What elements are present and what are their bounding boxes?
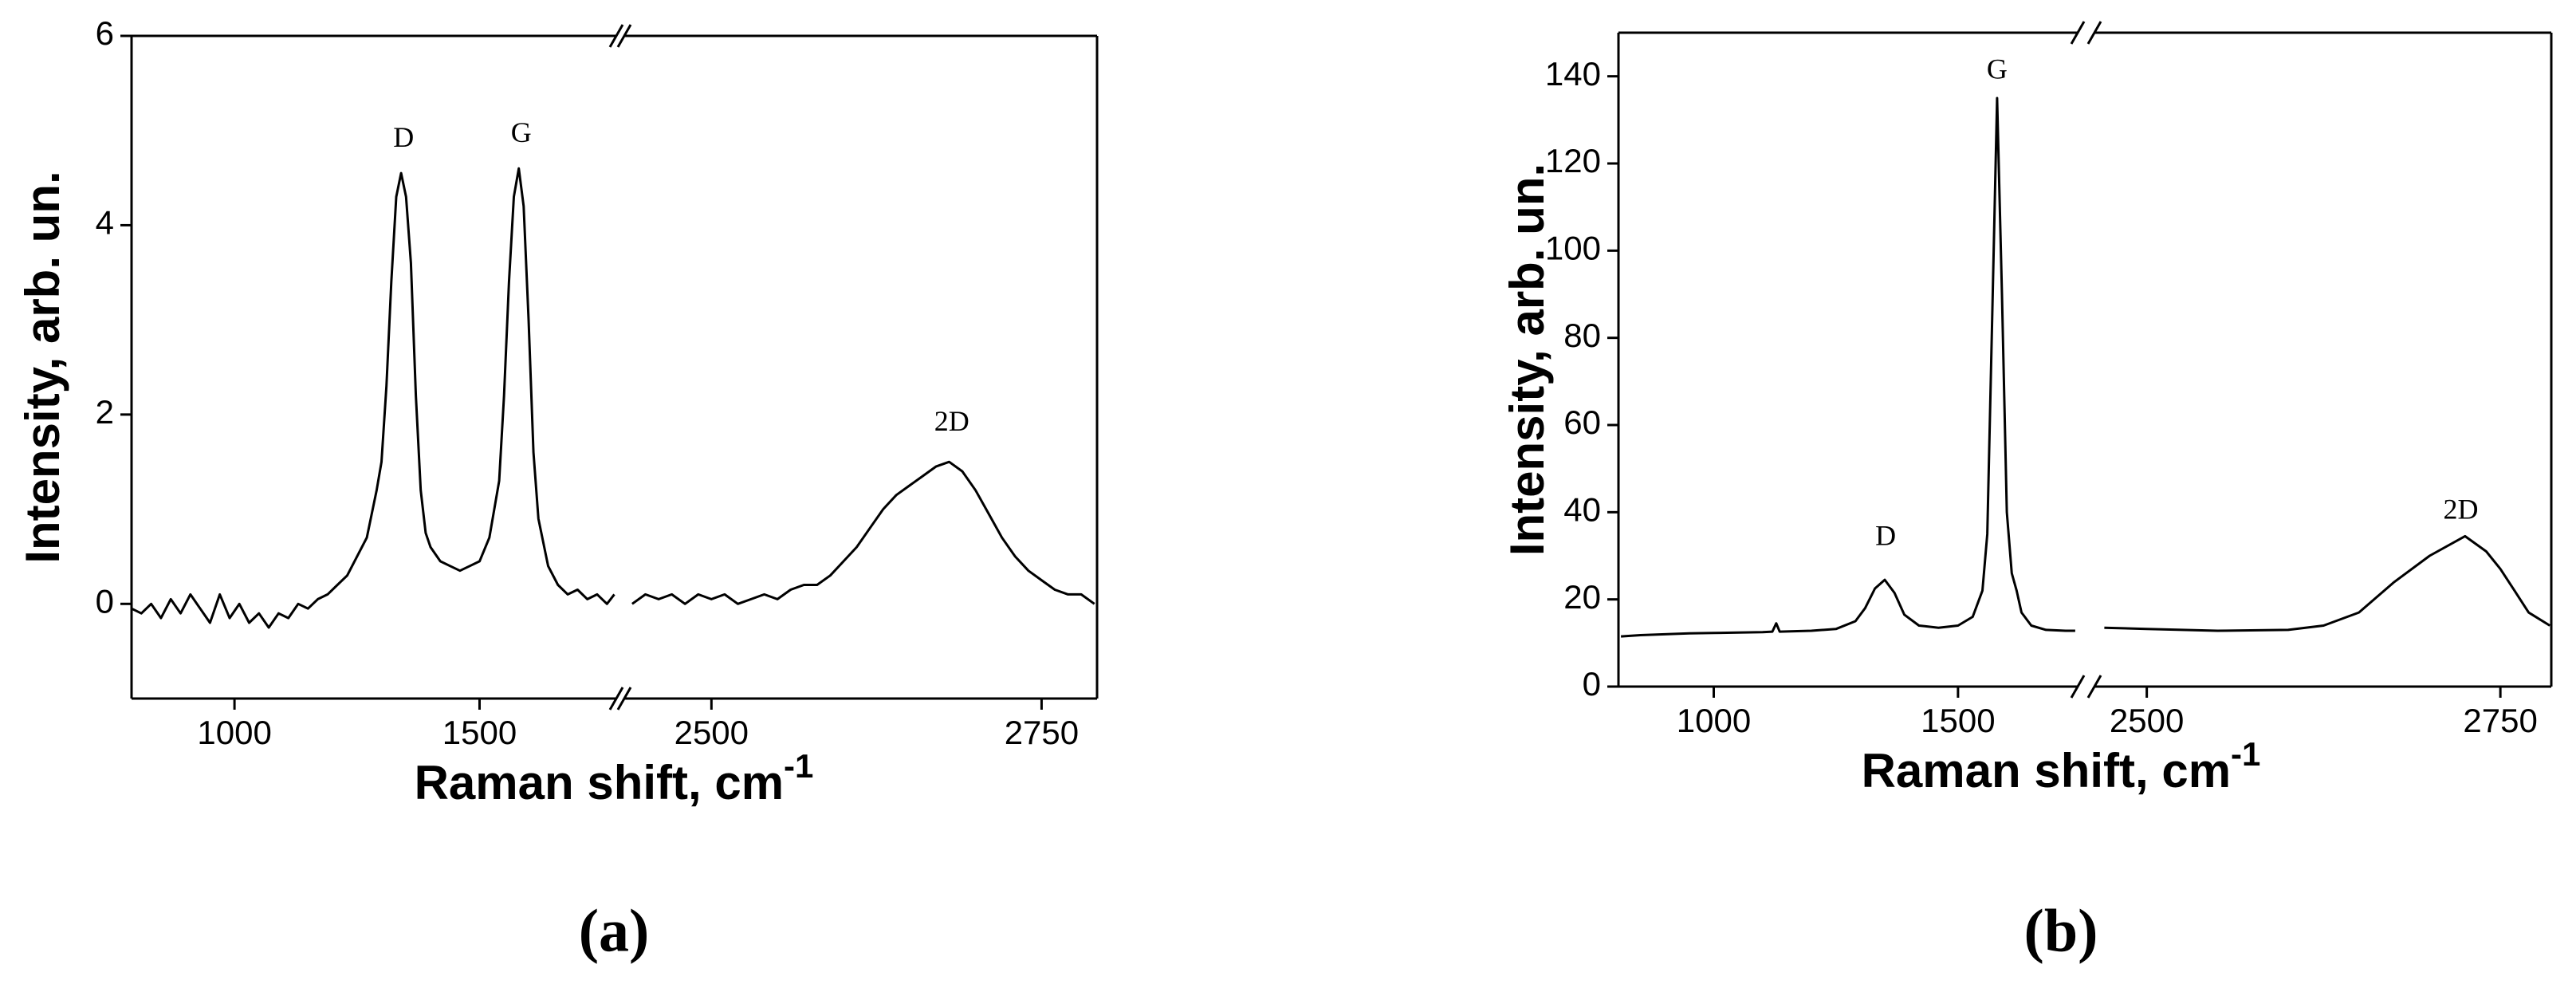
y-tick-label: 2 — [96, 393, 114, 431]
panel: 0 20 40 60 80 100 120 140 1000 1500 2500 2750 D G 2D In… — [1500, 21, 2553, 964]
axis-break — [616, 687, 632, 710]
y-tick-label: 140 — [1545, 55, 1601, 93]
peak-label: 2D — [2443, 494, 2478, 525]
peak-label: G — [1987, 53, 2008, 85]
spectrum-line — [131, 167, 615, 629]
x-tick-label: 1000 — [197, 714, 271, 751]
y-axis-label: Intensity, arb. un. — [16, 171, 69, 563]
x-axis-label-text: Raman shift, cm — [1862, 744, 2231, 797]
x-axis-label: Raman shift, cm-1 — [1862, 735, 2261, 797]
axis-break — [2070, 675, 2086, 699]
y-tick-label: 40 — [1563, 490, 1601, 528]
spectrum-line — [2104, 534, 2550, 632]
panel: 0 2 4 6 1000 1500 2500 2750 D G 2D Intensity, arb. … — [16, 14, 1099, 964]
panel-label: (a) — [579, 897, 650, 964]
peak-label: 2D — [934, 405, 969, 437]
y-tick-label: 120 — [1545, 142, 1601, 179]
spectrum-line — [1621, 96, 2075, 638]
y-tick-label: 60 — [1563, 403, 1601, 441]
axis-break — [2086, 21, 2102, 45]
y-tick-label: 20 — [1563, 578, 1601, 616]
x-axis-label-sup: -1 — [2231, 735, 2260, 773]
axis-break — [608, 24, 624, 48]
peak-label: D — [393, 121, 414, 153]
panel-label: (b) — [2024, 897, 2098, 964]
spectrum-line — [631, 460, 1095, 605]
x-tick-label: 1500 — [442, 714, 517, 751]
y-tick-label: 80 — [1563, 317, 1601, 354]
y-tick-label: 0 — [96, 582, 114, 620]
peak-label: D — [1875, 519, 1896, 551]
x-tick-label: 1000 — [1677, 702, 1751, 739]
axis-break — [616, 24, 632, 48]
x-axis-label-text: Raman shift, cm — [415, 756, 784, 809]
y-tick-label: 100 — [1545, 229, 1601, 266]
x-tick-label: 2500 — [2110, 702, 2184, 739]
y-tick-label: 0 — [1583, 665, 1601, 703]
axis-break — [2070, 21, 2086, 45]
x-tick-label: 2750 — [1005, 714, 1079, 751]
x-tick-label: 1500 — [1921, 702, 1995, 739]
x-axis-label-sup: -1 — [784, 747, 813, 785]
x-tick-label: 2750 — [2463, 702, 2537, 739]
x-tick-label: 2500 — [674, 714, 749, 751]
axis-break — [2086, 675, 2102, 699]
peak-label: G — [511, 116, 532, 148]
y-tick-label: 6 — [96, 14, 114, 52]
y-axis-label: Intensity, arb. un. — [1500, 163, 1554, 556]
x-axis-label: Raman shift, cm-1 — [415, 747, 814, 809]
y-tick-label: 4 — [96, 204, 114, 242]
axis-break — [608, 687, 624, 710]
